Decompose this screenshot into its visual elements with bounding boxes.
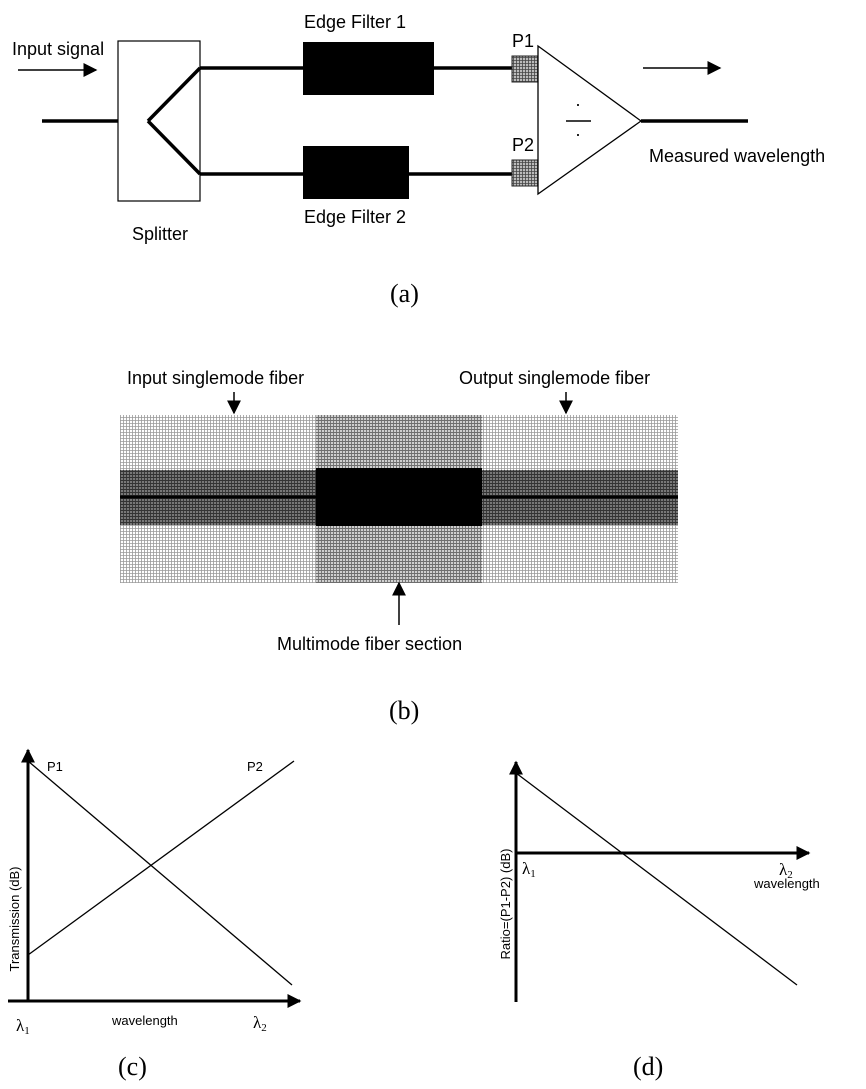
- p1-label: P1: [512, 31, 534, 51]
- detector-p1: [511, 55, 539, 83]
- c-lambda2-label: λ2: [253, 1013, 267, 1034]
- c-p2-line: [27, 760, 295, 956]
- edge-filter-1-label: Edge Filter 1: [304, 12, 406, 32]
- splitter-lower-branch: [146, 119, 202, 176]
- divide-symbol-dot-top: ·: [575, 94, 581, 114]
- d-lambda2-label: λ2: [779, 860, 793, 881]
- caption-c: (c): [118, 1052, 147, 1081]
- edge-filter-1: [303, 42, 434, 95]
- caption-d: (d): [633, 1052, 663, 1081]
- detector-p2: [511, 159, 539, 187]
- c-y-axis-label: Transmission (dB): [7, 867, 22, 972]
- c-p2-label: P2: [247, 759, 263, 774]
- c-lambda1-label: λ1: [16, 1016, 30, 1037]
- d-x-axis-label: wavelength: [753, 876, 820, 891]
- splitter-box: [117, 40, 201, 202]
- input-signal-label: Input signal: [12, 39, 104, 59]
- edge-filter-2-label: Edge Filter 2: [304, 207, 406, 227]
- panel-b: Input singlemode fiber Output singlemode…: [120, 368, 678, 725]
- edge-filter-2: [303, 146, 409, 199]
- d-y-axis-label: Ratio=(P1-P2) (dB): [498, 849, 513, 960]
- caption-b: (b): [389, 696, 419, 725]
- c-p1-line: [27, 760, 293, 986]
- output-singlemode-fiber-label: Output singlemode fiber: [459, 368, 650, 388]
- measured-wavelength-label: Measured wavelength: [649, 146, 825, 166]
- input-singlemode-fiber-label: Input singlemode fiber: [127, 368, 304, 388]
- splitter-label: Splitter: [132, 224, 188, 244]
- caption-a: (a): [390, 279, 419, 308]
- panel-d: Ratio=(P1-P2) (dB) wavelength λ1 λ2 (d): [498, 760, 820, 1081]
- c-x-axis-label: wavelength: [111, 1013, 178, 1028]
- multimode-fiber-section-label: Multimode fiber section: [277, 634, 462, 654]
- panel-c: Transmission (dB) wavelength λ1 λ2 P1 P2…: [7, 748, 302, 1081]
- divide-symbol-dot-bottom: ·: [575, 124, 581, 144]
- panel-a: Input signal Splitter Edge Filter 1 Edge…: [12, 12, 825, 308]
- splitter-upper-branch: [146, 66, 202, 123]
- c-p1-label: P1: [47, 759, 63, 774]
- p2-label: P2: [512, 135, 534, 155]
- d-ratio-line: [515, 772, 798, 986]
- divider-amplifier: [537, 44, 643, 196]
- d-lambda1-label: λ1: [522, 859, 536, 880]
